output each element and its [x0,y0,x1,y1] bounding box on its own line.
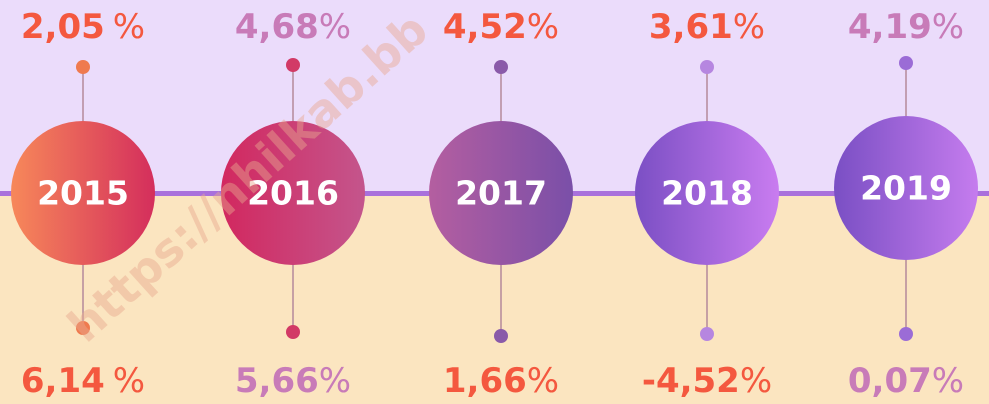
year-circle [429,121,573,265]
top-dot [286,58,300,72]
year-label: 2015 [37,174,129,213]
year-circle [221,121,365,265]
top-value: 2,05 [21,7,105,47]
bottom-dot [76,321,90,335]
top-percent: 4,52% [443,7,559,47]
year-circle [635,121,779,265]
top-dot [76,60,90,74]
year-label: 2018 [661,174,753,213]
bottom-dot [286,325,300,339]
bottom-percent: 0,07% [848,361,964,401]
bottom-value: 0,07 [848,361,932,401]
top-value: 4,68 [235,7,319,47]
year-circle [11,121,155,265]
top-unit: % [319,7,351,47]
top-dot [494,60,508,74]
top-dot [700,60,714,74]
bottom-percent: 1,66% [443,361,559,401]
bottom-dot [700,327,714,341]
bottom-unit: % [527,361,559,401]
bottom-percent: 5,66% [235,361,351,401]
bottom-percent: -4,52% [642,361,772,401]
top-percent: 4,68% [235,7,351,47]
bottom-unit: % [113,361,145,401]
top-dot [899,56,913,70]
top-percent: 3,61% [649,7,765,47]
year-label: 2016 [247,174,339,213]
top-percent: 2,05% [21,7,145,47]
bottom-unit: % [932,361,964,401]
bottom-percent: 6,14% [21,361,145,401]
top-value: 3,61 [649,7,733,47]
bottom-unit: % [319,361,351,401]
bottom-value: -4,52 [642,361,740,401]
bottom-value: 1,66 [443,361,527,401]
bottom-value: 6,14 [21,361,105,401]
year-circle [834,116,978,260]
bottom-value: 5,66 [235,361,319,401]
bottom-dot [494,329,508,343]
top-unit: % [932,7,964,47]
top-unit: % [113,7,145,47]
year-label: 2017 [455,174,547,213]
top-value: 4,19 [848,7,932,47]
bottom-dot [899,327,913,341]
top-percent: 4,19% [848,7,964,47]
top-value: 4,52 [443,7,527,47]
top-unit: % [527,7,559,47]
top-unit: % [733,7,765,47]
year-label: 2019 [860,169,952,208]
bottom-unit: % [740,361,772,401]
